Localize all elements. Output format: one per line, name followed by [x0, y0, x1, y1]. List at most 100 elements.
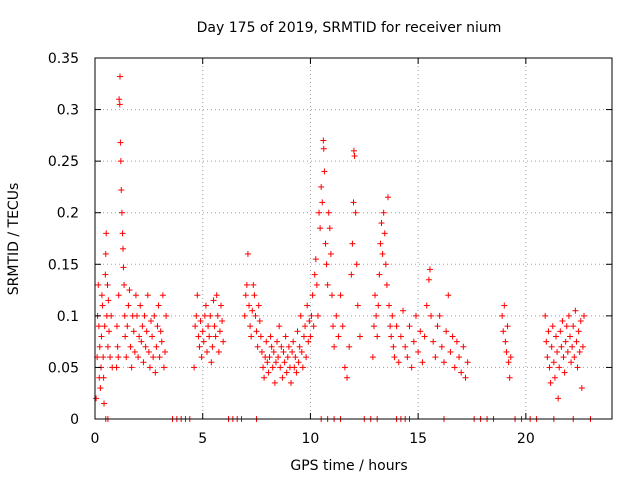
data-point [297, 312, 304, 319]
data-point [138, 338, 145, 345]
data-point [157, 328, 164, 335]
data-point [569, 343, 576, 350]
data-point [118, 209, 125, 216]
data-point [390, 343, 397, 350]
data-point [201, 312, 208, 319]
y-tick-label: 0.35 [48, 51, 79, 67]
data-point [373, 312, 380, 319]
data-point [209, 343, 216, 350]
data-point [163, 312, 170, 319]
data-point [117, 139, 124, 146]
data-point [419, 359, 426, 366]
data-point [260, 364, 267, 371]
x-tick-label: 10 [302, 431, 320, 447]
data-point [149, 333, 156, 340]
data-point [219, 318, 226, 325]
data-point [573, 338, 580, 345]
data-point [337, 292, 344, 299]
data-point [104, 281, 111, 288]
data-point [143, 328, 150, 335]
data-point [389, 312, 396, 319]
data-point [353, 261, 360, 268]
y-tick-label: 0 [70, 412, 79, 428]
data-point [280, 348, 287, 355]
data-point [115, 354, 122, 361]
data-point [274, 338, 281, 345]
data-point [566, 333, 573, 340]
data-point [241, 312, 248, 319]
data-point [95, 281, 102, 288]
data-point [417, 328, 424, 335]
y-tick-label: 0.05 [48, 360, 79, 376]
data-point [551, 374, 558, 381]
data-point [253, 328, 260, 335]
data-point [319, 199, 326, 206]
data-point [145, 348, 152, 355]
data-point [382, 261, 389, 268]
chart-title: Day 175 of 2019, SRMTID for receiver niu… [197, 20, 502, 36]
data-point [99, 302, 106, 309]
data-point [410, 338, 417, 345]
data-point [460, 343, 467, 350]
data-point [207, 312, 214, 319]
data-point [391, 354, 398, 361]
plot-frame [94, 57, 613, 420]
data-point [290, 338, 297, 345]
data-point [142, 343, 149, 350]
data-point [554, 348, 561, 355]
data-point [264, 359, 271, 366]
data-point [557, 328, 564, 335]
data-point [196, 343, 203, 350]
data-point [216, 328, 223, 335]
data-point [247, 323, 254, 330]
data-point [248, 333, 255, 340]
data-point [128, 364, 135, 371]
data-point [325, 209, 332, 216]
axis-ticks: 0 0.05 0.1 0.15 0.2 0.25 0.3 0.35 0 5 10 15 20 [48, 51, 612, 447]
data-point [212, 333, 219, 340]
data-point [462, 374, 469, 381]
data-point [198, 354, 205, 361]
data-point [271, 379, 278, 386]
data-point [284, 354, 291, 361]
data-point [443, 328, 450, 335]
data-point [118, 187, 125, 194]
data-point [193, 312, 200, 319]
data-point [412, 312, 419, 319]
data-point [98, 292, 105, 299]
x-axis-label: GPS time / hours [290, 458, 407, 474]
data-point [121, 281, 128, 288]
data-point [415, 348, 422, 355]
data-point [102, 250, 109, 257]
data-point [160, 364, 167, 371]
data-point [436, 312, 443, 319]
y-tick-label: 0.25 [48, 154, 79, 170]
data-point [116, 73, 123, 80]
data-point [296, 343, 303, 350]
y-tick-label: 0.1 [57, 309, 79, 325]
data-point [576, 348, 583, 355]
data-point [387, 323, 394, 330]
data-point [313, 281, 320, 288]
data-point [331, 343, 338, 350]
data-point [438, 343, 445, 350]
data-point [115, 292, 122, 299]
data-point [426, 266, 433, 273]
data-point [397, 333, 404, 340]
data-point [560, 354, 567, 361]
data-point [453, 338, 460, 345]
data-point [215, 348, 222, 355]
data-point [571, 354, 578, 361]
y-tick-label: 0.3 [57, 103, 79, 119]
data-point [558, 343, 565, 350]
data-point [275, 354, 282, 361]
data-point [406, 323, 413, 330]
data-point [320, 145, 327, 152]
data-point [276, 323, 283, 330]
data-point [104, 343, 111, 350]
data-point [108, 312, 115, 319]
data-point [354, 302, 361, 309]
data-point [563, 323, 570, 330]
data-point [322, 240, 329, 247]
data-point [261, 374, 268, 381]
